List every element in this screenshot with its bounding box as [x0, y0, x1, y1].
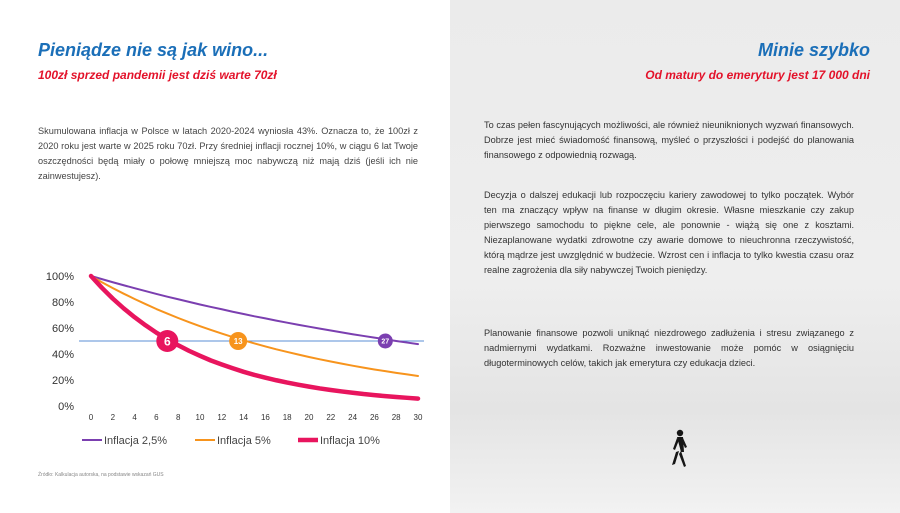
inflation-chart: 100%80%60%40%20%0% 0 2 4 6 8 10 12 14 16 18 20 22 24…	[46, 271, 424, 447]
left-title: Pieniądze nie są jak wino...	[38, 40, 269, 60]
y-tick-label: 80%	[52, 297, 74, 309]
legend-label: Inflacja 10%	[320, 435, 380, 447]
right-paragraph-3: Planowanie finansowe pozwoli uniknąć nie…	[484, 328, 854, 368]
right-paragraph-1: To czas pełen fascynujących możliwości, …	[484, 120, 854, 160]
left-subtitle: 100zł sprzed pandemii jest dziś warte 70…	[38, 68, 277, 82]
x-tick-label: 24	[348, 413, 357, 422]
x-tick-label: 18	[283, 413, 292, 422]
x-tick-label: 14	[239, 413, 248, 422]
x-tick-label: 2	[111, 413, 116, 422]
x-tick-label: 16	[261, 413, 270, 422]
x-tick-label: 20	[305, 413, 314, 422]
left-panel: Pieniądze nie są jak wino... 100zł sprze…	[38, 40, 424, 478]
y-axis-ticks: 100% 80% 60% 40% 20% 0%	[46, 271, 74, 413]
series-lines	[88, 273, 421, 401]
walking-person-figure	[672, 429, 687, 467]
series-marker-label: 27	[381, 339, 389, 346]
source-note: Źródło: Kalkulacja autorska, na podstawi…	[38, 472, 164, 478]
y-tick-label: 60%	[52, 323, 74, 335]
y-tick-label: 40%	[52, 349, 74, 361]
y-tick-label: 100%	[46, 271, 74, 283]
x-tick-label: 4	[132, 413, 137, 422]
legend-label: Inflacja 5%	[217, 435, 271, 447]
x-tick-label: 22	[326, 413, 335, 422]
x-tick-label: 8	[176, 413, 181, 422]
y-tick-label: 20%	[52, 375, 74, 387]
left-paragraph: Skumulowana inflacja w Polsce w latach 2…	[38, 126, 418, 181]
series-marker	[156, 330, 179, 352]
right-subtitle: Od matury do emerytury jest 17 000 dni	[645, 68, 870, 82]
right-title: Minie szybko	[757, 40, 870, 60]
series-marker	[377, 333, 393, 349]
x-axis-ticks: 0 2 4 6 8 10 12 14 16 18 20 22 24 26 28 30	[89, 413, 423, 422]
x-tick-label: 12	[217, 413, 226, 422]
series-line	[88, 273, 421, 401]
series-line	[90, 275, 419, 377]
x-tick-label: 30	[414, 413, 423, 422]
right-paragraph-2: Decyzja o dalszej edukacji lub rozpoczęc…	[484, 190, 854, 275]
series-markers: 27 13 6	[156, 330, 393, 352]
series-line	[90, 275, 419, 346]
x-tick-label: 6	[154, 413, 159, 422]
x-tick-label: 0	[89, 413, 94, 422]
snow-background-figure	[450, 0, 900, 513]
series-marker-label: 6	[164, 334, 171, 348]
y-tick-label: 0%	[58, 401, 74, 413]
chart-legend: Inflacja 2,5% Inflacja 5% Inflacja 10%	[82, 435, 380, 447]
series-marker-label: 13	[234, 337, 243, 346]
x-tick-label: 26	[370, 413, 379, 422]
right-panel: Minie szybko Od matury do emerytury jest…	[450, 0, 900, 513]
series-marker	[229, 332, 248, 350]
legend-label: Inflacja 2,5%	[104, 435, 167, 447]
x-tick-label: 10	[196, 413, 205, 422]
x-tick-label: 28	[392, 413, 401, 422]
